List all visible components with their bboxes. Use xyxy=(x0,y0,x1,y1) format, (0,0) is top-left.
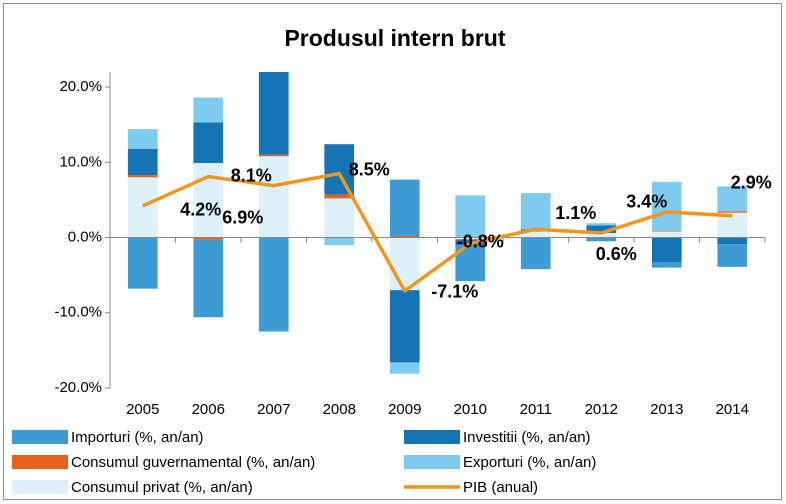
pib-label: 8.1% xyxy=(231,165,272,185)
legend-swatch xyxy=(404,455,460,469)
bar-segment xyxy=(324,194,355,199)
bar-segment xyxy=(520,193,551,230)
bar-segment xyxy=(389,362,420,374)
bar-segment xyxy=(127,129,158,149)
bar-segment xyxy=(586,233,617,238)
plot-area xyxy=(127,72,748,374)
pib-label: 4.2% xyxy=(180,200,221,220)
x-tick-label: 2006 xyxy=(192,401,225,418)
pib-label: 3.4% xyxy=(626,192,667,212)
x-tick-label: 2010 xyxy=(454,401,487,418)
legend-label: Importuri (%, an/an) xyxy=(71,429,204,446)
legend-label: Consumul guvernamental (%, an/an) xyxy=(71,454,315,471)
x-tick-label: 2009 xyxy=(388,401,421,418)
bar-segment xyxy=(258,72,289,155)
bar-segment xyxy=(127,175,158,178)
bar-segment xyxy=(651,231,682,238)
legend-label: PIB (anual) xyxy=(463,479,538,496)
bar-segment xyxy=(651,262,682,268)
bar-segment xyxy=(258,154,289,157)
x-tick-label: 2013 xyxy=(650,401,683,418)
pib-line xyxy=(142,171,733,293)
bar-segment xyxy=(389,236,420,238)
pib-label: 8.5% xyxy=(349,159,390,179)
bar-segment xyxy=(586,237,617,242)
pib-label: -7.1% xyxy=(431,282,478,302)
legend-label: Exporturi (%, an/an) xyxy=(463,454,596,471)
bar-segment xyxy=(193,122,224,164)
pib-label: 1.1% xyxy=(555,203,596,223)
bar-segment xyxy=(324,198,355,238)
bar-segment xyxy=(586,225,617,234)
x-tick-label: 2005 xyxy=(126,401,159,418)
bar-segment xyxy=(717,237,748,245)
y-tick-label: 0.0% xyxy=(68,228,102,245)
pib-label: 0.6% xyxy=(596,244,637,264)
bar-segment xyxy=(520,231,551,238)
legend-swatch xyxy=(12,430,68,444)
legend-swatch xyxy=(12,455,68,469)
bar-segment xyxy=(651,181,682,231)
bar-segment xyxy=(520,237,551,270)
y-tick-label: -10.0% xyxy=(54,304,102,321)
bar-segment xyxy=(258,237,289,332)
legend-swatch xyxy=(404,430,460,444)
y-tick-label: 10.0% xyxy=(59,153,102,170)
bar-segment xyxy=(455,195,486,238)
x-tick-label: 2014 xyxy=(716,401,749,418)
bar-segment xyxy=(258,156,289,238)
legend-label: Investitii (%, an/an) xyxy=(463,429,591,446)
bar-segment xyxy=(324,144,355,195)
bar-segment xyxy=(324,237,355,246)
pib-label: 6.9% xyxy=(222,207,263,227)
bar-segment xyxy=(455,239,486,240)
pib-label: 2.9% xyxy=(731,172,772,192)
bar-segment xyxy=(651,237,682,263)
bar-segment xyxy=(455,237,486,240)
bar-segment xyxy=(651,230,682,232)
bar-segment xyxy=(389,237,420,291)
pib-label: -0.8% xyxy=(457,231,504,251)
x-tick-label: 2008 xyxy=(323,401,356,418)
bar-segment xyxy=(127,237,158,289)
bar-segment xyxy=(586,223,617,226)
bar-segment xyxy=(717,186,748,212)
bar-segment xyxy=(193,97,224,123)
x-tick-label: 2011 xyxy=(520,401,552,418)
bar-segment xyxy=(193,239,224,318)
bar-segment xyxy=(717,211,748,213)
bar-segment xyxy=(127,177,158,238)
legend-swatch xyxy=(12,480,68,494)
chart-title: Produsul intern brut xyxy=(284,25,505,51)
x-tick-label: 2012 xyxy=(585,401,618,418)
y-tick-label: 20.0% xyxy=(59,78,102,95)
bar-segment xyxy=(389,179,420,237)
bar-segment xyxy=(717,244,748,267)
y-tick-label: -20.0% xyxy=(54,379,102,396)
bar-segment xyxy=(389,290,420,363)
x-tick-label: 2007 xyxy=(257,401,290,418)
legend-label: Consumul privat (%, an/an) xyxy=(71,479,253,496)
bar-segment xyxy=(127,148,158,176)
bar-segment xyxy=(193,237,224,240)
